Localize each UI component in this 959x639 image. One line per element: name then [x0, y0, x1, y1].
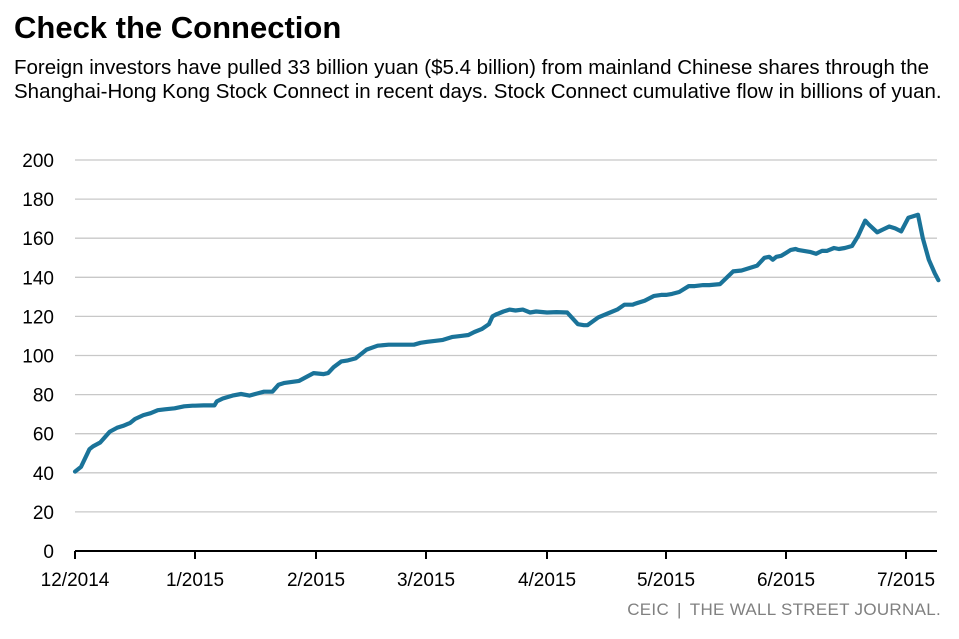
x-tick-label: 3/2015 — [397, 570, 455, 591]
series-layer — [72, 212, 941, 474]
y-tick-label: 180 — [22, 190, 54, 211]
x-tick-label: 1/2015 — [166, 570, 224, 591]
source-separator: | — [677, 600, 682, 619]
source-credit: CEIC | THE WALL STREET JOURNAL. — [627, 600, 941, 620]
y-tick-label: 0 — [43, 542, 54, 563]
chart-title: Check the Connection — [14, 10, 342, 45]
x-tick-label: 7/2015 — [877, 570, 935, 591]
chart-subtitle: Foreign investors have pulled 33 billion… — [14, 56, 942, 103]
source-provider: CEIC — [627, 600, 670, 619]
x-tick-label: 6/2015 — [757, 570, 815, 591]
series-line-cumulative-flow — [72, 212, 941, 474]
x-tick-label: 5/2015 — [637, 570, 695, 591]
gridlines — [75, 159, 937, 513]
x-tick-label: 12/2014 — [41, 570, 110, 591]
x-tick-label: 2/2015 — [287, 570, 345, 591]
y-tick-label: 20 — [33, 503, 54, 524]
y-tick-label: 120 — [22, 307, 54, 328]
y-tick-label: 80 — [33, 386, 54, 407]
x-axis: 12/2014 1/2015 2/2015 3/2015 4/2015 5/2015 6/2… — [41, 550, 937, 591]
source-publisher: THE WALL STREET JOURNAL. — [689, 600, 941, 619]
y-tick-label: 100 — [22, 347, 54, 368]
y-tick-label: 140 — [22, 268, 54, 289]
y-axis-ticks: 0 20 40 60 80 100 120 140 160 180 200 — [22, 151, 54, 563]
y-tick-label: 40 — [33, 464, 54, 485]
y-tick-label: 160 — [22, 229, 54, 250]
y-tick-label: 200 — [22, 151, 54, 172]
x-tick-label: 4/2015 — [518, 570, 576, 591]
y-tick-label: 60 — [33, 425, 54, 446]
